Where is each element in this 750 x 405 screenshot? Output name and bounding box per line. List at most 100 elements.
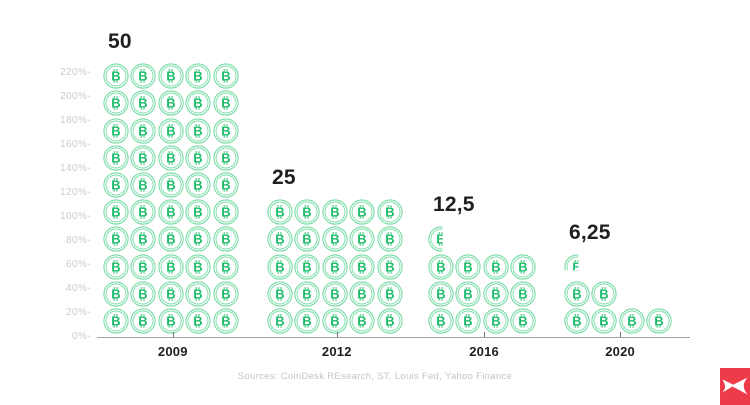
svg-text:B: B <box>275 205 284 220</box>
bitcoin-coin-icon: B <box>103 308 129 334</box>
bitcoin-coin-icon: B <box>619 308 645 334</box>
svg-text:B: B <box>275 259 284 274</box>
bitcoin-coin-icon: B <box>376 253 403 280</box>
bitcoin-coin-icon: B <box>158 253 184 280</box>
svg-text:B: B <box>491 313 500 328</box>
svg-text:B: B <box>193 177 202 192</box>
bitcoin-coin-icon: B <box>428 308 454 334</box>
bitcoin-coin-icon: B <box>212 145 239 171</box>
svg-text:B: B <box>221 313 230 328</box>
bitcoin-coin-icon: B <box>428 281 454 307</box>
svg-text:B: B <box>357 205 366 220</box>
y-axis-label: 220%- <box>60 67 91 78</box>
bitcoin-coin-icon: B <box>158 90 184 117</box>
xtb-x-icon <box>722 377 748 395</box>
bitcoin-coin-icon: B <box>510 253 536 280</box>
bitcoin-coin-icon: B <box>483 281 509 307</box>
reward-label: 12,5 <box>433 193 475 217</box>
svg-text:B: B <box>221 232 230 247</box>
svg-text:B: B <box>385 286 394 301</box>
svg-text:B: B <box>111 123 120 138</box>
bitcoin-coin-icon: B <box>158 199 184 225</box>
svg-text:B: B <box>221 286 230 301</box>
svg-text:B: B <box>166 177 175 192</box>
svg-text:B: B <box>303 313 312 328</box>
bitcoin-coin-icon: B <box>130 199 157 225</box>
svg-text:B: B <box>166 96 175 111</box>
svg-text:B: B <box>572 286 581 301</box>
year-label: 2020 <box>605 344 635 359</box>
svg-text:B: B <box>111 232 120 247</box>
bitcoin-coin-icon: B <box>349 253 375 280</box>
bitcoin-coin-icon: B <box>103 63 129 89</box>
bitcoin-coin-icon: B <box>130 63 157 89</box>
svg-text:B: B <box>600 286 609 301</box>
bitcoin-coin-icon: B <box>510 308 536 334</box>
svg-text:B: B <box>139 205 148 220</box>
bitcoin-coin-icon: B <box>185 253 211 280</box>
svg-text:B: B <box>275 232 284 247</box>
svg-text:B: B <box>193 69 202 84</box>
bitcoin-coin-icon: B <box>455 253 482 280</box>
bitcoin-coin-icon: B <box>455 308 482 334</box>
svg-text:B: B <box>572 259 581 274</box>
bitcoin-coin-icon: B <box>349 281 375 307</box>
svg-text:B: B <box>221 259 230 274</box>
x-axis-line <box>97 337 690 338</box>
y-axis-label: 40%- <box>66 283 91 294</box>
svg-text:B: B <box>464 313 473 328</box>
svg-text:B: B <box>572 313 581 328</box>
svg-text:B: B <box>491 286 500 301</box>
svg-text:B: B <box>385 205 394 220</box>
y-axis-label: 100%- <box>60 211 91 222</box>
svg-text:B: B <box>464 259 473 274</box>
bitcoin-coin-icon: B <box>349 199 375 225</box>
year-label: 2009 <box>157 344 188 359</box>
bitcoin-coin-icon: B <box>103 281 129 307</box>
bitcoin-coin-icon: B <box>212 172 239 198</box>
svg-text:B: B <box>111 286 120 301</box>
y-axis-label: 180%- <box>60 115 91 126</box>
svg-text:B: B <box>193 96 202 111</box>
svg-text:B: B <box>436 286 445 301</box>
bitcoin-coin-icon: B <box>158 226 184 253</box>
svg-text:B: B <box>139 286 148 301</box>
bitcoin-coin-icon: B <box>294 226 321 253</box>
bitcoin-coin-icon: B <box>267 226 293 253</box>
bitcoin-coin-icon: B <box>212 90 239 117</box>
x-axis-tick <box>336 332 338 337</box>
svg-text:B: B <box>303 259 312 274</box>
bitcoin-coin-icon: B <box>103 145 129 171</box>
bitcoin-coin-icon: B <box>103 90 129 117</box>
reward-label: 25 <box>272 166 296 190</box>
bitcoin-coin-icon: B <box>103 226 129 253</box>
bitcoin-coin-icon: B <box>212 199 239 225</box>
svg-text:B: B <box>600 313 609 328</box>
bitcoin-coin-icon: B <box>212 253 239 280</box>
bitcoin-coin-icon: B <box>267 308 293 334</box>
svg-text:B: B <box>436 259 445 274</box>
bitcoin-coin-icon: B <box>322 308 348 334</box>
bitcoin-coin-icon: B <box>646 308 672 334</box>
bitcoin-coin-icon: B <box>130 145 157 171</box>
svg-text:B: B <box>166 286 175 301</box>
svg-text:B: B <box>193 150 202 165</box>
y-axis-label: 20%- <box>66 307 91 318</box>
svg-text:B: B <box>221 205 230 220</box>
bitcoin-coin-icon: B <box>564 308 590 334</box>
svg-text:B: B <box>357 313 366 328</box>
bitcoin-coin-icon: B <box>185 90 211 117</box>
svg-text:B: B <box>139 123 148 138</box>
bitcoin-coin-icon: B <box>322 281 348 307</box>
svg-text:B: B <box>436 313 445 328</box>
svg-text:B: B <box>111 96 120 111</box>
svg-text:B: B <box>139 259 148 274</box>
svg-text:B: B <box>357 232 366 247</box>
y-axis-label: 60%- <box>66 259 91 270</box>
source-note: Sources: CoinDesk REsearch, ST. Louis Fe… <box>237 371 513 382</box>
svg-text:B: B <box>193 286 202 301</box>
svg-text:B: B <box>166 205 175 220</box>
svg-text:B: B <box>330 232 339 247</box>
bitcoin-coin-icon: B <box>185 145 211 171</box>
svg-text:B: B <box>111 69 120 84</box>
